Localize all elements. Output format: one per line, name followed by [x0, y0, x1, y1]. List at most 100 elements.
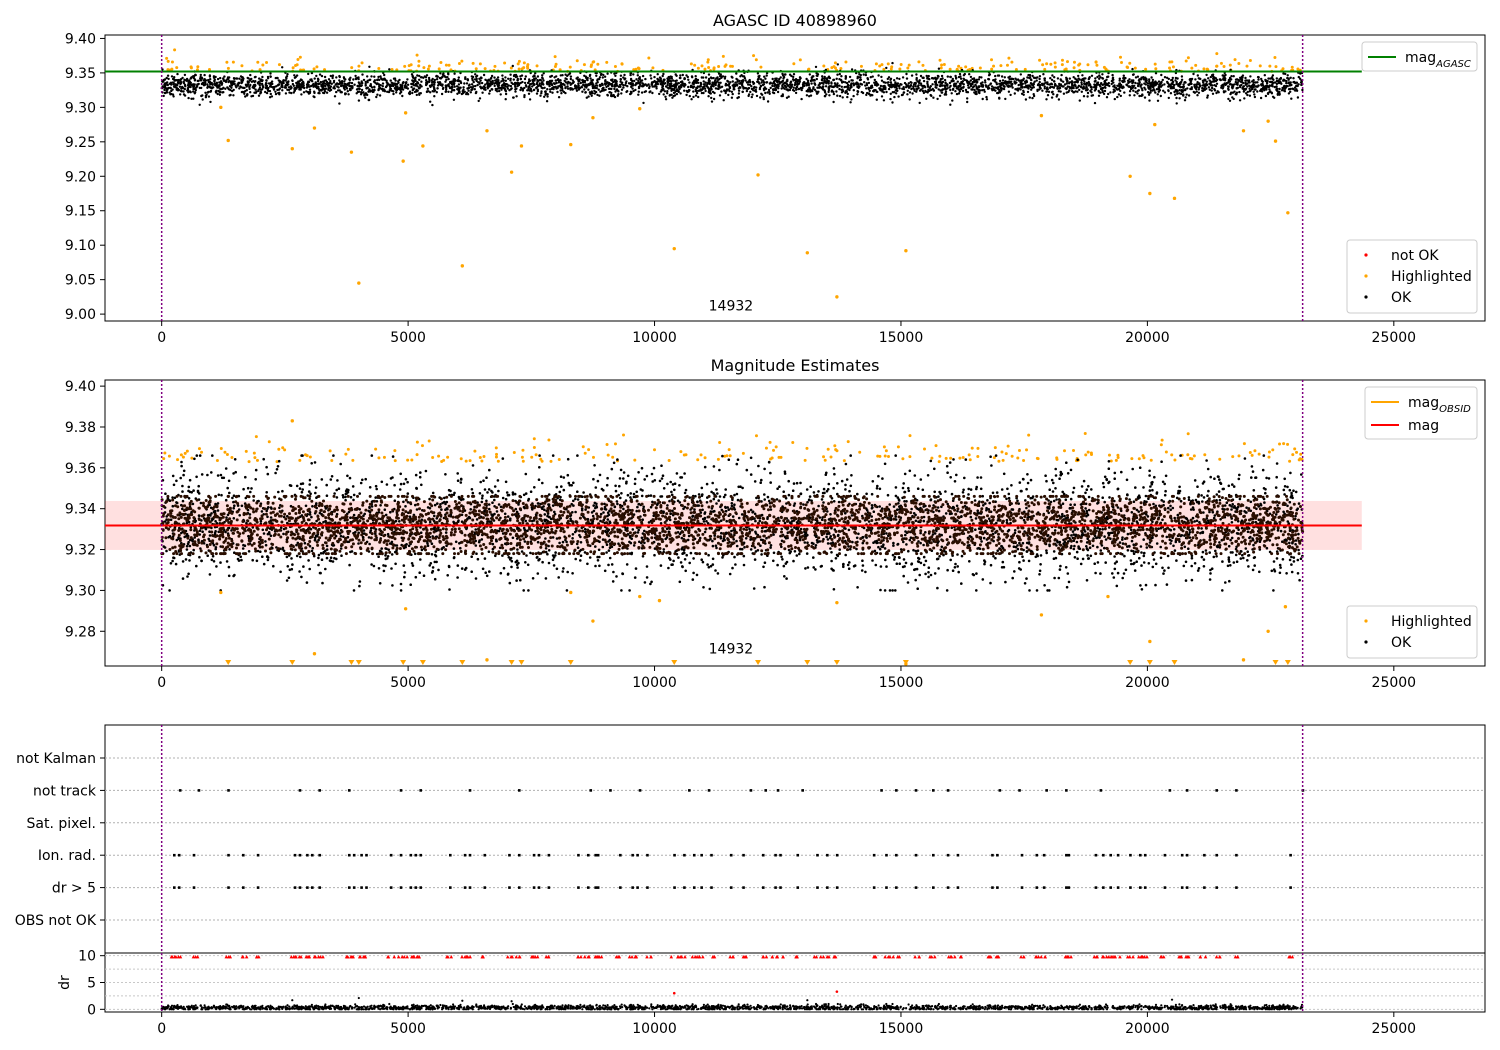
data-point	[1192, 454, 1196, 458]
data-point	[435, 91, 438, 94]
data-point	[1043, 67, 1047, 71]
data-point	[620, 88, 624, 91]
data-point	[703, 456, 707, 460]
data-point	[226, 76, 230, 79]
data-point	[1150, 76, 1153, 79]
data-point	[1058, 568, 1062, 571]
data-point	[509, 84, 513, 88]
data-point	[907, 63, 911, 67]
data-point	[342, 535, 345, 538]
data-point	[422, 66, 426, 70]
data-point	[365, 87, 368, 90]
data-point	[299, 86, 303, 89]
data-point	[827, 86, 830, 89]
data-point	[392, 77, 396, 80]
data-point	[1121, 576, 1124, 580]
data-point	[166, 59, 170, 63]
data-point	[298, 570, 301, 573]
data-point	[1045, 98, 1048, 101]
data-point	[195, 68, 199, 72]
data-point	[462, 88, 465, 91]
data-point	[591, 85, 594, 88]
data-point	[906, 93, 909, 96]
data-point	[708, 81, 711, 84]
data-point	[731, 76, 734, 79]
data-point	[440, 77, 443, 80]
data-point	[943, 85, 947, 88]
data-point	[876, 454, 880, 458]
data-point	[163, 88, 166, 92]
data-point	[850, 79, 853, 82]
data-point	[1256, 90, 1259, 93]
data-point	[614, 74, 617, 78]
data-point	[400, 86, 404, 89]
data-point	[281, 66, 284, 69]
data-point	[949, 456, 953, 460]
data-point	[1230, 91, 1233, 94]
data-point	[1265, 84, 1269, 88]
data-point	[396, 85, 399, 88]
data-point	[735, 84, 739, 87]
data-point	[756, 78, 760, 81]
data-point	[249, 91, 252, 94]
data-point	[635, 78, 638, 81]
data-point	[926, 80, 929, 84]
data-point	[715, 502, 718, 505]
data-point	[636, 531, 640, 534]
top-panel-legend-label: Highlighted	[1391, 269, 1472, 285]
data-point	[862, 73, 865, 76]
data-point	[846, 95, 849, 99]
data-point	[874, 89, 877, 92]
data-point	[567, 73, 570, 76]
data-point	[656, 73, 659, 76]
data-point	[1121, 86, 1124, 90]
data-point	[858, 450, 862, 454]
data-point	[690, 75, 694, 78]
data-point	[255, 559, 259, 563]
data-point	[530, 82, 533, 86]
data-point	[226, 86, 229, 89]
data-point	[893, 83, 896, 86]
data-point	[1154, 67, 1158, 71]
data-point	[641, 85, 644, 88]
data-point	[838, 87, 841, 91]
data-point	[339, 81, 343, 84]
data-point	[490, 88, 493, 91]
data-point	[165, 76, 168, 80]
data-point	[981, 97, 984, 101]
data-point	[170, 75, 174, 78]
data-point	[617, 90, 620, 93]
data-point	[176, 458, 180, 462]
data-point	[431, 456, 435, 460]
data-point	[479, 79, 482, 82]
data-point	[1044, 81, 1048, 84]
data-point	[898, 87, 901, 90]
data-point	[559, 81, 563, 85]
data-point	[772, 91, 776, 95]
data-point	[303, 86, 306, 90]
data-point	[591, 81, 594, 84]
data-point	[720, 85, 724, 89]
data-point	[597, 88, 600, 91]
data-point	[474, 577, 478, 580]
data-point	[704, 89, 707, 93]
data-point	[878, 487, 882, 491]
data-point	[420, 80, 423, 83]
data-point	[613, 87, 616, 91]
data-point	[355, 76, 359, 80]
data-point	[603, 75, 607, 78]
data-point	[545, 100, 549, 103]
data-point	[267, 440, 271, 444]
data-point	[246, 93, 249, 96]
data-point	[532, 445, 536, 449]
data-point	[248, 87, 251, 91]
data-point	[774, 88, 778, 92]
data-point	[1297, 458, 1301, 462]
data-point	[1072, 76, 1075, 79]
data-point	[306, 85, 309, 89]
data-point	[620, 62, 624, 66]
data-point	[1123, 80, 1126, 83]
data-point	[978, 91, 981, 95]
